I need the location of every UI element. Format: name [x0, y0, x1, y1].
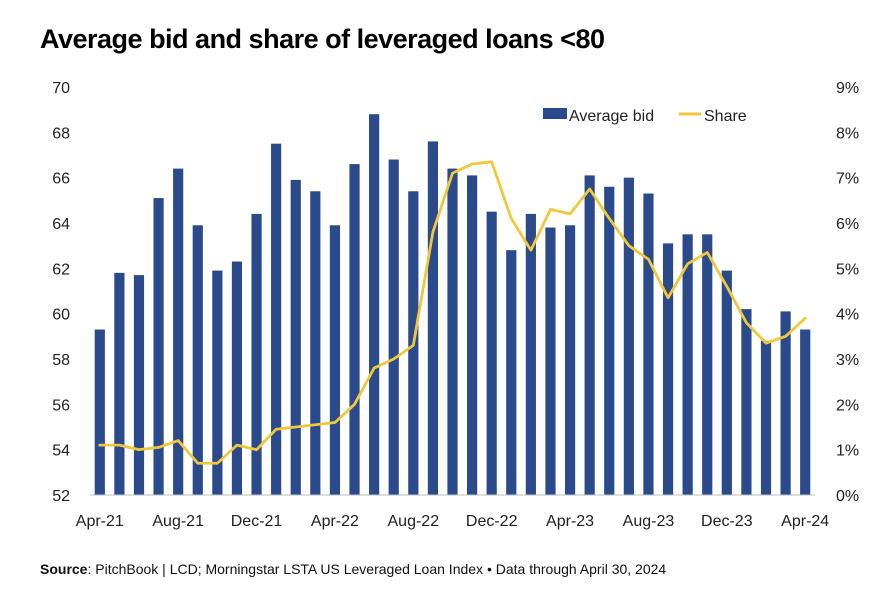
- bar-average-bid-jul-21: [153, 198, 164, 495]
- bar-average-bid-mar-24: [780, 311, 791, 495]
- y-left-tick-label: 70: [52, 80, 70, 97]
- y-left-tick-label: 68: [52, 125, 70, 142]
- legend-swatch-average-bid: [543, 108, 567, 119]
- x-tick-label: Apr-24: [781, 513, 829, 530]
- bar-average-bid-sep-21: [192, 225, 203, 495]
- y-right-tick-label: 8%: [836, 125, 859, 142]
- bar-average-bid-sep-23: [662, 243, 674, 495]
- y-right-tick-label: 0%: [836, 488, 859, 505]
- y-right-tick-label: 4%: [836, 307, 859, 324]
- bar-average-bid-may-22: [349, 164, 360, 495]
- x-tick-label: Dec-23: [701, 513, 753, 530]
- y-right-tick-label: 6%: [836, 216, 859, 233]
- bar-average-bid-feb-22: [290, 179, 301, 495]
- bar-average-bid-apr-24: [800, 329, 811, 495]
- source-text: : PitchBook | LCD; Morningstar LSTA US L…: [87, 561, 667, 577]
- bar-average-bid-apr-21: [94, 329, 105, 495]
- bar-average-bid-may-21: [114, 272, 125, 495]
- line-share: [98, 160, 807, 465]
- y-right-tick-label: 2%: [836, 397, 859, 414]
- bar-average-bid-jan-24: [741, 309, 752, 495]
- y-left-tick-label: 54: [52, 443, 70, 460]
- bar-average-bid-apr-22: [329, 225, 341, 495]
- bar-average-bid-jun-23: [604, 186, 615, 496]
- y-left-tick-label: 56: [52, 397, 70, 414]
- source-label: Source: [40, 561, 88, 577]
- y-right-tick-label: 5%: [836, 261, 859, 278]
- legend-label-share: Share: [704, 108, 747, 125]
- bar-average-bid-aug-21: [173, 168, 184, 495]
- x-tick-label: Dec-22: [466, 513, 518, 530]
- source-note: Source: PitchBook | LCD; Morningstar LST…: [40, 561, 666, 577]
- y-left-tick-label: 58: [52, 352, 70, 369]
- bar-average-bid-jul-22: [388, 159, 399, 495]
- bar-average-bid-dec-22: [486, 211, 497, 496]
- bar-average-bid-oct-22: [447, 168, 458, 495]
- bar-average-bid-jun-22: [369, 114, 380, 495]
- x-tick-label: Dec-21: [231, 513, 283, 530]
- y-left-tick-label: 62: [52, 261, 70, 278]
- bar-average-bid-jun-21: [133, 275, 145, 495]
- bar-average-bid-nov-21: [231, 261, 243, 495]
- y-left-tick-label: 52: [52, 488, 70, 505]
- bar-average-bid-jul-23: [623, 177, 634, 496]
- y-right-tick-label: 9%: [836, 80, 859, 97]
- x-tick-label: Aug-21: [152, 513, 204, 530]
- chart-title: Average bid and share of leveraged loans…: [40, 24, 605, 54]
- y-right-tick-label: 1%: [836, 443, 859, 460]
- x-tick-label: Apr-23: [546, 513, 594, 530]
- bar-average-bid-oct-23: [682, 234, 693, 495]
- bar-average-bid-dec-21: [251, 213, 262, 495]
- x-tick-label: Apr-21: [76, 513, 124, 530]
- y-left-tick-label: 60: [52, 307, 70, 324]
- bar-average-bid-mar-23: [545, 227, 556, 495]
- bar-average-bid-jan-22: [271, 143, 282, 496]
- bar-average-bid-dec-23: [721, 270, 732, 495]
- bar-average-bid-feb-23: [525, 213, 536, 495]
- bar-average-bid-mar-22: [310, 191, 321, 495]
- bar-average-bid-sep-22: [427, 141, 438, 495]
- x-tick-label: Apr-22: [311, 513, 359, 530]
- x-tick-label: Aug-22: [388, 513, 440, 530]
- bar-average-bid-aug-23: [643, 193, 654, 495]
- bar-average-bid-jan-23: [506, 250, 517, 495]
- x-tick-label: Aug-23: [623, 513, 675, 530]
- legend-label-average-bid: Average bid: [569, 108, 654, 125]
- y-left-tick-label: 64: [52, 216, 70, 233]
- bar-average-bid-nov-23: [702, 234, 713, 495]
- bar-average-bid-may-23: [584, 175, 595, 495]
- bar-average-bid-oct-21: [212, 270, 223, 495]
- y-right-tick-label: 7%: [836, 171, 859, 188]
- bar-average-bid-nov-22: [467, 175, 478, 495]
- y-left-tick-label: 66: [52, 171, 70, 188]
- bar-average-bid-apr-23: [564, 225, 576, 495]
- y-right-tick-label: 3%: [836, 352, 859, 369]
- bar-average-bid-feb-24: [760, 340, 772, 495]
